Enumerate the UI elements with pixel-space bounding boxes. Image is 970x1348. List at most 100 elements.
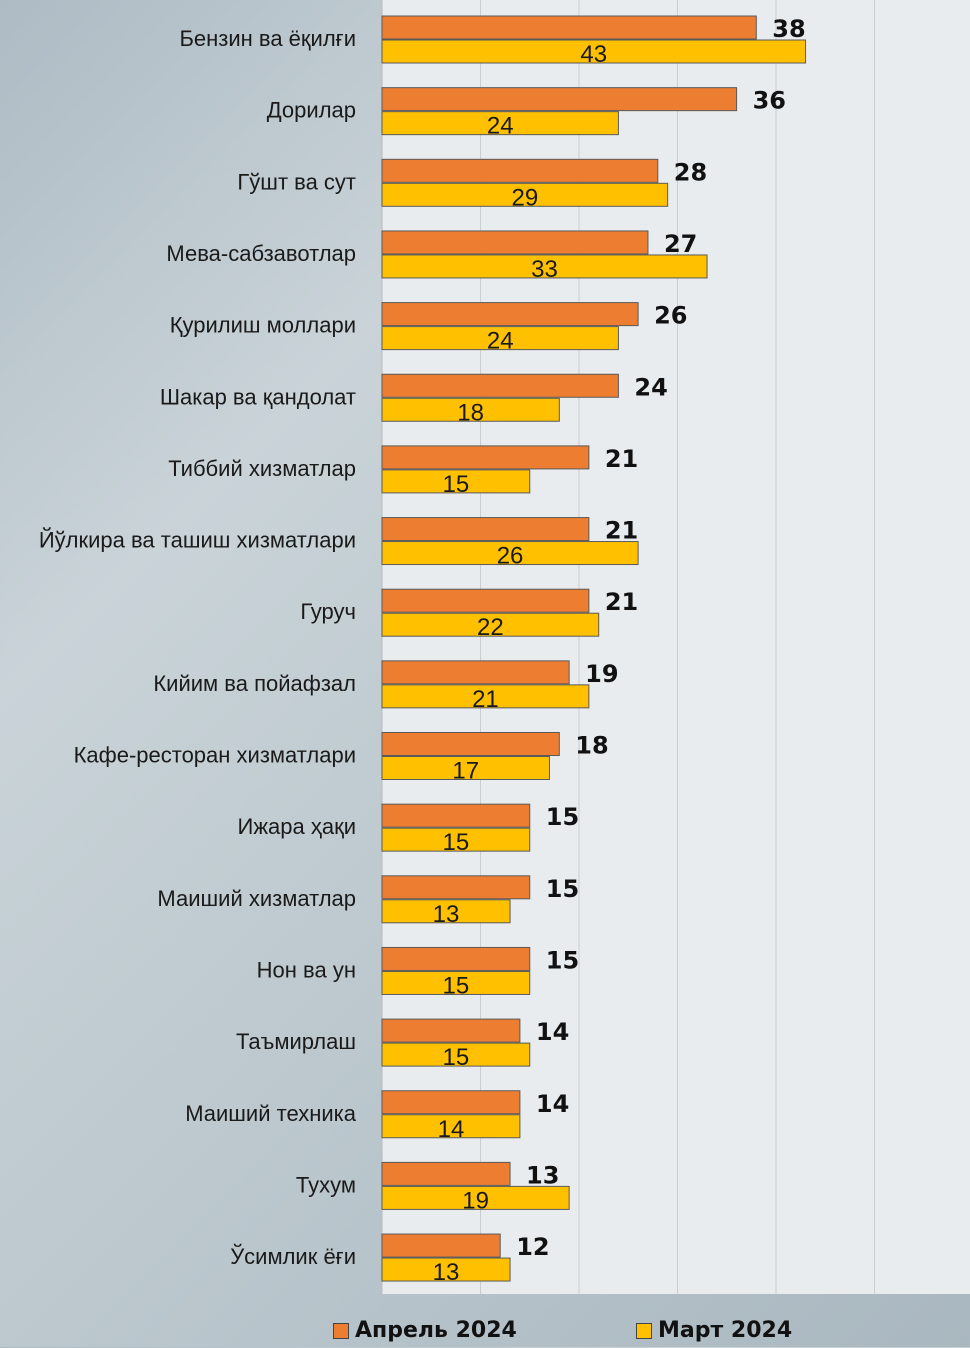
category-label: Маиший техника xyxy=(185,1101,357,1126)
bar-march xyxy=(381,254,708,279)
data-label-april: 14 xyxy=(536,1018,569,1046)
bar-april xyxy=(381,803,531,828)
bar-march xyxy=(381,827,531,852)
data-label-march: 14 xyxy=(438,1116,465,1143)
bar-april xyxy=(381,875,531,900)
data-label-april: 26 xyxy=(654,302,687,330)
data-label-april: 18 xyxy=(575,732,608,760)
bar-march xyxy=(381,397,560,422)
category-label: Ижара ҳақи xyxy=(238,814,357,839)
labels: Бензин ва ёқилғи 38 43 Дорилар 36 24 Гўшт ва с… xyxy=(39,15,806,1286)
category-label: Дорилар xyxy=(267,98,356,123)
bar-march xyxy=(381,1042,531,1067)
data-label-april: 12 xyxy=(516,1233,549,1261)
data-label-march: 26 xyxy=(497,543,524,570)
bar-march xyxy=(381,899,511,924)
data-label-march: 29 xyxy=(511,184,538,211)
bar-march xyxy=(381,684,590,709)
bar-april xyxy=(381,445,590,470)
bar-april xyxy=(381,230,649,255)
category-label: Ўсимлик ёғи xyxy=(230,1243,356,1269)
data-label-march: 24 xyxy=(487,113,514,140)
category-label: Шакар ва қандолат xyxy=(160,384,356,409)
bar-march xyxy=(381,182,669,207)
bar-april xyxy=(381,373,619,398)
legend-item-april: Апрель 2024 xyxy=(333,1318,517,1343)
bar-april xyxy=(381,946,531,971)
data-label-april: 21 xyxy=(605,517,638,545)
bar-march xyxy=(381,111,619,136)
data-label-march: 15 xyxy=(443,1044,470,1071)
bar-april xyxy=(381,302,639,327)
category-label: Тухум xyxy=(296,1172,356,1197)
data-label-april: 27 xyxy=(664,230,697,258)
data-label-march: 17 xyxy=(452,758,479,785)
data-label-april: 28 xyxy=(674,158,707,186)
category-label: Тиббий хизматлар xyxy=(168,456,356,481)
bar-april xyxy=(381,1090,521,1115)
data-label-march: 15 xyxy=(443,972,470,999)
data-label-april: 15 xyxy=(546,875,579,903)
data-label-march: 13 xyxy=(433,1259,460,1286)
bar-april xyxy=(381,660,570,685)
category-label: Гўшт ва сут xyxy=(237,169,356,194)
data-label-march: 21 xyxy=(472,686,499,713)
bar-march xyxy=(381,326,619,351)
data-label-march: 13 xyxy=(433,901,460,928)
bar-march xyxy=(381,1185,570,1210)
legend-item-march: Март 2024 xyxy=(636,1318,792,1343)
bars xyxy=(381,15,807,1282)
bar-march xyxy=(381,541,639,566)
bar-march xyxy=(381,1114,521,1139)
data-label-march: 43 xyxy=(580,41,607,68)
bar-march xyxy=(381,612,600,637)
data-label-april: 38 xyxy=(772,15,805,43)
category-label: Маиший хизматлар xyxy=(157,886,356,911)
bar-march xyxy=(381,39,807,64)
category-label: Гуруч xyxy=(300,599,356,624)
data-label-april: 24 xyxy=(634,373,667,401)
bar-april xyxy=(381,1233,501,1258)
data-label-march: 24 xyxy=(487,328,514,355)
gridlines xyxy=(381,0,875,1294)
category-label: Нон ва ун xyxy=(257,957,356,982)
data-label-april: 21 xyxy=(605,588,638,616)
bar-april xyxy=(381,588,590,613)
category-label: Бензин ва ёқилғи xyxy=(179,26,356,51)
bar-april xyxy=(381,1018,521,1043)
legend-swatch-april xyxy=(333,1322,349,1339)
bar-march xyxy=(381,756,550,780)
bar-april xyxy=(381,87,738,112)
data-label-march: 15 xyxy=(443,829,470,856)
legend-label-march: Март 2024 xyxy=(658,1318,793,1343)
data-label-march: 15 xyxy=(443,471,470,498)
legend-swatch-march xyxy=(636,1322,652,1339)
bar-april xyxy=(381,517,590,542)
bar-april xyxy=(381,732,560,756)
bar-march xyxy=(381,1257,511,1282)
legend: Апрель 2024 Март 2024 xyxy=(0,1318,970,1348)
bar-april xyxy=(381,158,659,183)
category-label: Кийим ва пойафзал xyxy=(153,671,356,696)
data-label-april: 19 xyxy=(585,660,618,688)
data-label-april: 21 xyxy=(605,445,638,473)
data-label-march: 18 xyxy=(457,399,484,426)
data-label-march: 22 xyxy=(477,614,504,641)
legend-label-april: Апрель 2024 xyxy=(355,1318,517,1343)
data-label-april: 13 xyxy=(526,1161,559,1189)
bar-march xyxy=(381,469,531,494)
category-label: Таъмирлаш xyxy=(236,1029,356,1054)
bar-april xyxy=(381,15,757,40)
data-label-march: 19 xyxy=(462,1187,489,1214)
category-label: Кафе-ресторан хизматлари xyxy=(74,743,356,768)
data-label-april: 15 xyxy=(546,803,579,831)
bar-march xyxy=(381,970,531,995)
category-label: Йўлкира ва ташиш хизматлари xyxy=(39,528,356,553)
category-label: Қурилиш моллари xyxy=(170,313,356,338)
data-label-april: 36 xyxy=(753,87,786,115)
data-label-april: 14 xyxy=(536,1090,569,1118)
bar-april xyxy=(381,1161,511,1186)
category-label: Мева-сабзавотлар xyxy=(166,241,356,266)
data-label-april: 15 xyxy=(546,946,579,974)
